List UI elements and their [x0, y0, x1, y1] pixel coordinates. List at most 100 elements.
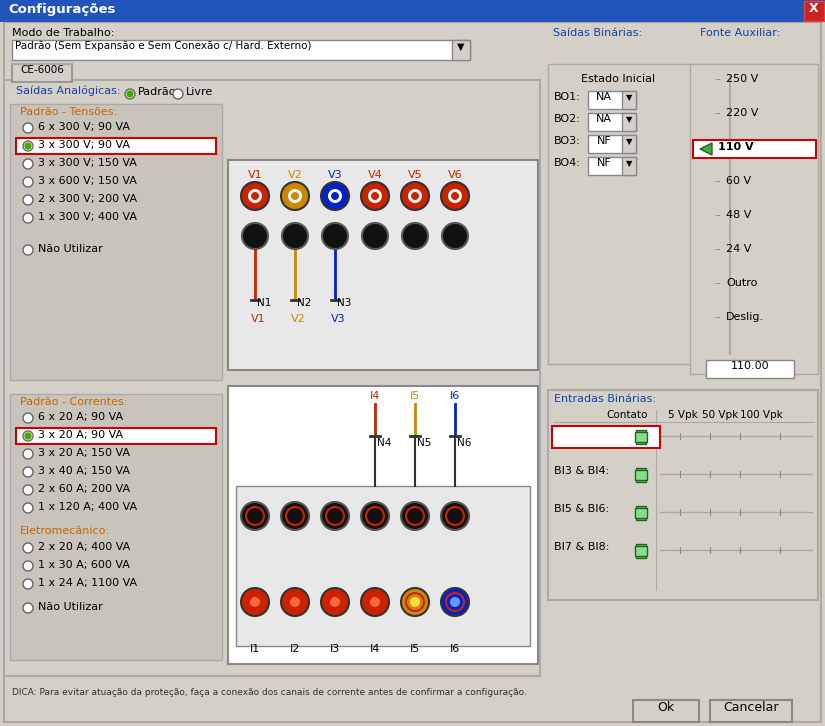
Text: 110 V: 110 V: [718, 142, 753, 152]
Bar: [636, 430, 646, 444]
Circle shape: [23, 467, 33, 477]
Bar: [690, 64, 818, 374]
Text: ▼: ▼: [625, 137, 632, 146]
Text: 60 V: 60 V: [726, 176, 751, 186]
Circle shape: [241, 182, 269, 210]
Text: 1 x 24 A; 1100 VA: 1 x 24 A; 1100 VA: [38, 578, 137, 588]
Circle shape: [250, 597, 260, 607]
Circle shape: [127, 91, 133, 97]
Text: I2: I2: [290, 644, 300, 654]
Text: 1 x 120 A; 400 VA: 1 x 120 A; 400 VA: [38, 502, 137, 512]
Text: –: –: [714, 176, 719, 186]
Text: –: –: [714, 278, 719, 288]
Circle shape: [401, 588, 429, 616]
Circle shape: [248, 189, 262, 203]
Circle shape: [23, 195, 33, 205]
Circle shape: [371, 192, 379, 200]
Bar: [10, 104, 222, 380]
Text: Livre: Livre: [186, 87, 213, 97]
Bar: [12, 64, 72, 82]
Text: ▼: ▼: [625, 93, 632, 102]
Bar: [0, 0, 825, 22]
Text: I4: I4: [370, 644, 380, 654]
Text: V5: V5: [408, 170, 422, 180]
Text: 3 x 40 A; 150 VA: 3 x 40 A; 150 VA: [38, 466, 130, 476]
Text: ▼: ▼: [625, 159, 632, 168]
Bar: [588, 113, 636, 131]
Text: NF: NF: [596, 158, 611, 168]
Text: 1 x 300 V; 400 VA: 1 x 300 V; 400 VA: [38, 212, 137, 222]
Bar: [633, 700, 699, 722]
Circle shape: [23, 579, 33, 589]
Text: BO1:: BO1:: [554, 92, 581, 102]
Text: 100 Vpk: 100 Vpk: [740, 410, 783, 420]
Text: 6 x 300 V; 90 VA: 6 x 300 V; 90 VA: [38, 122, 130, 132]
Text: Padrão - Tensões:: Padrão - Tensões:: [20, 107, 117, 117]
Text: 48 V: 48 V: [726, 210, 752, 220]
Bar: [622, 113, 636, 131]
Text: 3 x 300 V; 150 VA: 3 x 300 V; 150 VA: [38, 158, 137, 168]
Circle shape: [322, 223, 348, 249]
Bar: [636, 468, 646, 482]
Text: Ok: Ok: [658, 701, 675, 714]
Bar: [10, 394, 222, 660]
Circle shape: [281, 502, 309, 530]
Text: –: –: [714, 244, 719, 254]
Text: ▼: ▼: [625, 115, 632, 124]
Circle shape: [23, 213, 33, 223]
Text: X: X: [809, 2, 818, 15]
Text: 24 V: 24 V: [726, 244, 752, 254]
Bar: [228, 160, 538, 370]
Text: BI7 & BI8:: BI7 & BI8:: [554, 542, 610, 552]
Text: DICA: Para evitar atuação da proteção, faça a conexão dos canais de corrente ant: DICA: Para evitar atuação da proteção, f…: [12, 688, 527, 697]
Circle shape: [361, 588, 389, 616]
Text: Estado Inicial: Estado Inicial: [581, 74, 655, 84]
Circle shape: [321, 502, 349, 530]
Bar: [588, 135, 636, 153]
Text: 50 Vpk: 50 Vpk: [702, 410, 738, 420]
Polygon shape: [700, 143, 712, 155]
Circle shape: [331, 192, 339, 200]
Bar: [552, 426, 660, 448]
Circle shape: [288, 189, 302, 203]
Text: 250 V: 250 V: [726, 74, 758, 84]
Text: N6: N6: [457, 438, 471, 448]
Circle shape: [370, 597, 380, 607]
Circle shape: [401, 182, 429, 210]
Circle shape: [408, 189, 422, 203]
Circle shape: [241, 588, 269, 616]
Circle shape: [451, 192, 459, 200]
Text: N5: N5: [417, 438, 431, 448]
Circle shape: [23, 413, 33, 423]
Bar: [16, 428, 216, 444]
Text: Não Utilizar: Não Utilizar: [38, 244, 103, 254]
Circle shape: [23, 159, 33, 169]
Text: BO2:: BO2:: [554, 114, 581, 124]
Text: I6: I6: [450, 644, 460, 654]
Text: BI3 & BI4:: BI3 & BI4:: [554, 466, 609, 476]
Text: I1: I1: [250, 644, 260, 654]
Circle shape: [441, 182, 469, 210]
Circle shape: [291, 192, 299, 200]
Text: NF: NF: [596, 136, 611, 146]
Circle shape: [442, 223, 468, 249]
Circle shape: [330, 597, 340, 607]
Text: BI5 & BI6:: BI5 & BI6:: [554, 504, 609, 514]
Text: 2 x 20 A; 400 VA: 2 x 20 A; 400 VA: [38, 542, 130, 552]
Bar: [548, 64, 818, 364]
Text: NA: NA: [596, 114, 612, 124]
Circle shape: [281, 182, 309, 210]
Circle shape: [321, 588, 349, 616]
Text: BO3:: BO3:: [554, 136, 581, 146]
Circle shape: [368, 189, 382, 203]
Circle shape: [23, 449, 33, 459]
Text: CE-6006: CE-6006: [20, 65, 64, 75]
Bar: [635, 508, 647, 518]
Text: 5 Vpk: 5 Vpk: [668, 410, 698, 420]
Text: Eletromecânico:: Eletromecânico:: [20, 526, 110, 536]
Text: Deslig.: Deslig.: [726, 312, 764, 322]
Bar: [635, 546, 647, 556]
Circle shape: [251, 192, 259, 200]
Bar: [228, 386, 538, 664]
Text: I5: I5: [410, 391, 420, 401]
